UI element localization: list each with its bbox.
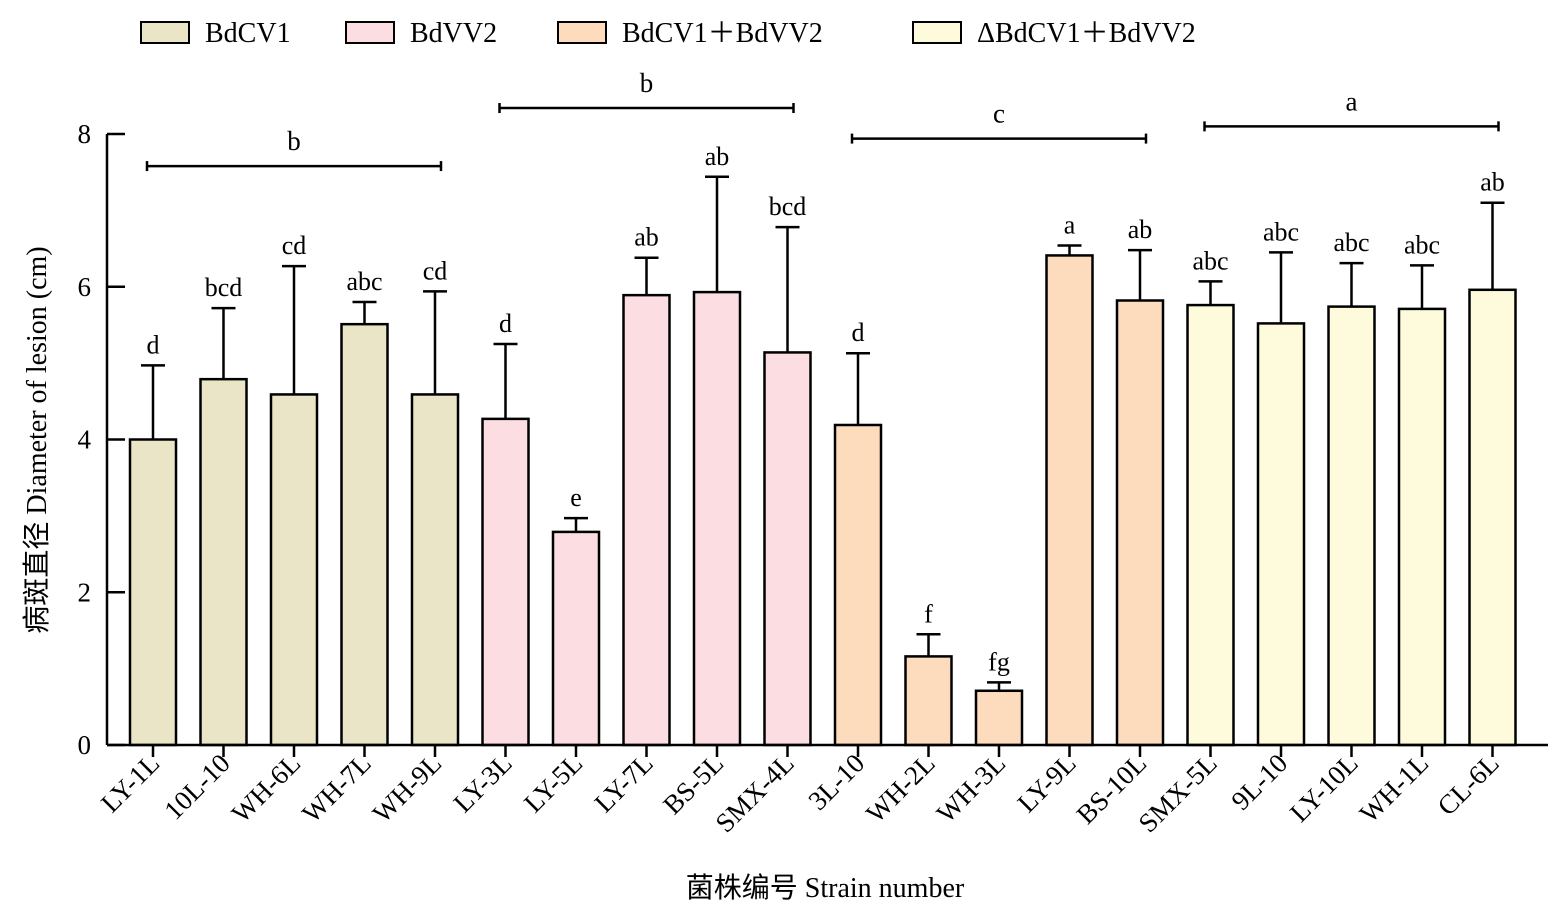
legend: BdCV1 BdVV2 BdCV1＋BdVV2 ΔBdCV1＋BdVV2 [140,18,1196,49]
bar [128,438,178,747]
x-tick-label: WH-9L [367,748,448,829]
y-tick-label: 6 [78,272,92,302]
x-tick-label: LY-3L [448,748,518,818]
group-significance-label: c [993,99,1005,129]
bar [833,423,883,747]
group-significance-label: a [1346,86,1358,116]
bar [1327,305,1376,747]
significance-label: d [147,330,160,359]
bar [551,530,601,747]
significance-label: cd [423,256,448,285]
significance-label: bcd [769,192,807,221]
x-tick-label: CL-6L [1432,748,1505,821]
bar [1045,254,1094,747]
y-tick-label: 4 [78,425,92,455]
x-tick-label: SMX-5L [1133,748,1223,838]
bar [199,377,248,747]
significance-label: ab [1128,215,1153,244]
significance-label: cd [282,231,307,260]
significance-label: abc [1404,230,1440,259]
significance-label: abc [1192,246,1228,275]
significance-labels: d bcd cd abc cd d e ab ab bcd d f fg a ab abc abc abc abc a… [147,142,1505,677]
bar [622,293,671,747]
bar [904,655,953,747]
legend-swatch [140,21,190,44]
bar [692,290,742,747]
legend-label: BdCV1＋BdVV2 [622,18,823,49]
x-tick-label: WH-2L [860,748,941,829]
bar [340,322,389,747]
legend-label: ΔBdCV1＋BdVV2 [977,18,1196,49]
significance-label: f [924,599,933,628]
significance-label: a [1064,211,1076,240]
x-axis-title: 菌株编号 Strain number [686,872,965,904]
x-tick-label: WH-3L [931,748,1012,829]
significance-label: ab [705,142,730,171]
bar [410,393,460,747]
significance-label: fg [988,647,1010,676]
x-tick-label: 10L-10 [158,748,235,825]
bar [481,417,530,747]
significance-label: d [852,318,865,347]
x-tick-label: WH-7L [296,748,377,829]
x-tick-label: WH-6L [226,748,307,829]
significance-label: e [570,483,582,512]
legend-swatch [345,21,395,44]
bar [269,393,319,747]
y-tick-label: 0 [78,730,92,760]
group-significance-annotations: b b c a [145,68,1500,172]
y-tick-label: 8 [78,119,92,149]
legend-swatch [912,21,962,44]
x-tick-label: 9L-10 [1225,748,1293,816]
x-tick-label: SMX-4L [710,748,800,838]
bar [1186,303,1235,747]
significance-label: abc [1333,228,1369,257]
x-tick-label: LY-10L [1284,748,1364,828]
significance-label: bcd [205,273,243,302]
bars [128,254,1517,747]
significance-label: d [499,309,512,338]
bar [763,351,812,747]
error-bars [141,175,1505,691]
legend-label: BdVV2 [410,18,497,49]
significance-label: ab [1480,168,1505,197]
bar [1468,288,1517,747]
x-tick-label: WH-1L [1354,748,1435,829]
x-tick-label: LY-5L [518,748,588,818]
bar [1115,299,1165,747]
group-significance-label: b [640,68,654,98]
bar [974,689,1024,747]
group-significance-label: b [287,126,301,156]
significance-label: abc [1263,217,1299,246]
legend-swatch [557,21,607,44]
x-tick-label: LY-1L [95,748,165,818]
legend-label: BdCV1 [205,18,291,49]
y-axis-title: 病斑直径 Diameter of lesion (cm) [21,246,53,633]
significance-label: ab [634,223,659,252]
x-tick-label: LY-7L [589,748,659,818]
bar [1256,322,1306,747]
significance-label: abc [346,267,382,296]
y-tick-label: 2 [78,577,92,607]
x-tick-label: 3L-10 [802,748,870,816]
y-axis: 0 2 4 6 8 [78,119,125,760]
bar [1397,307,1447,747]
